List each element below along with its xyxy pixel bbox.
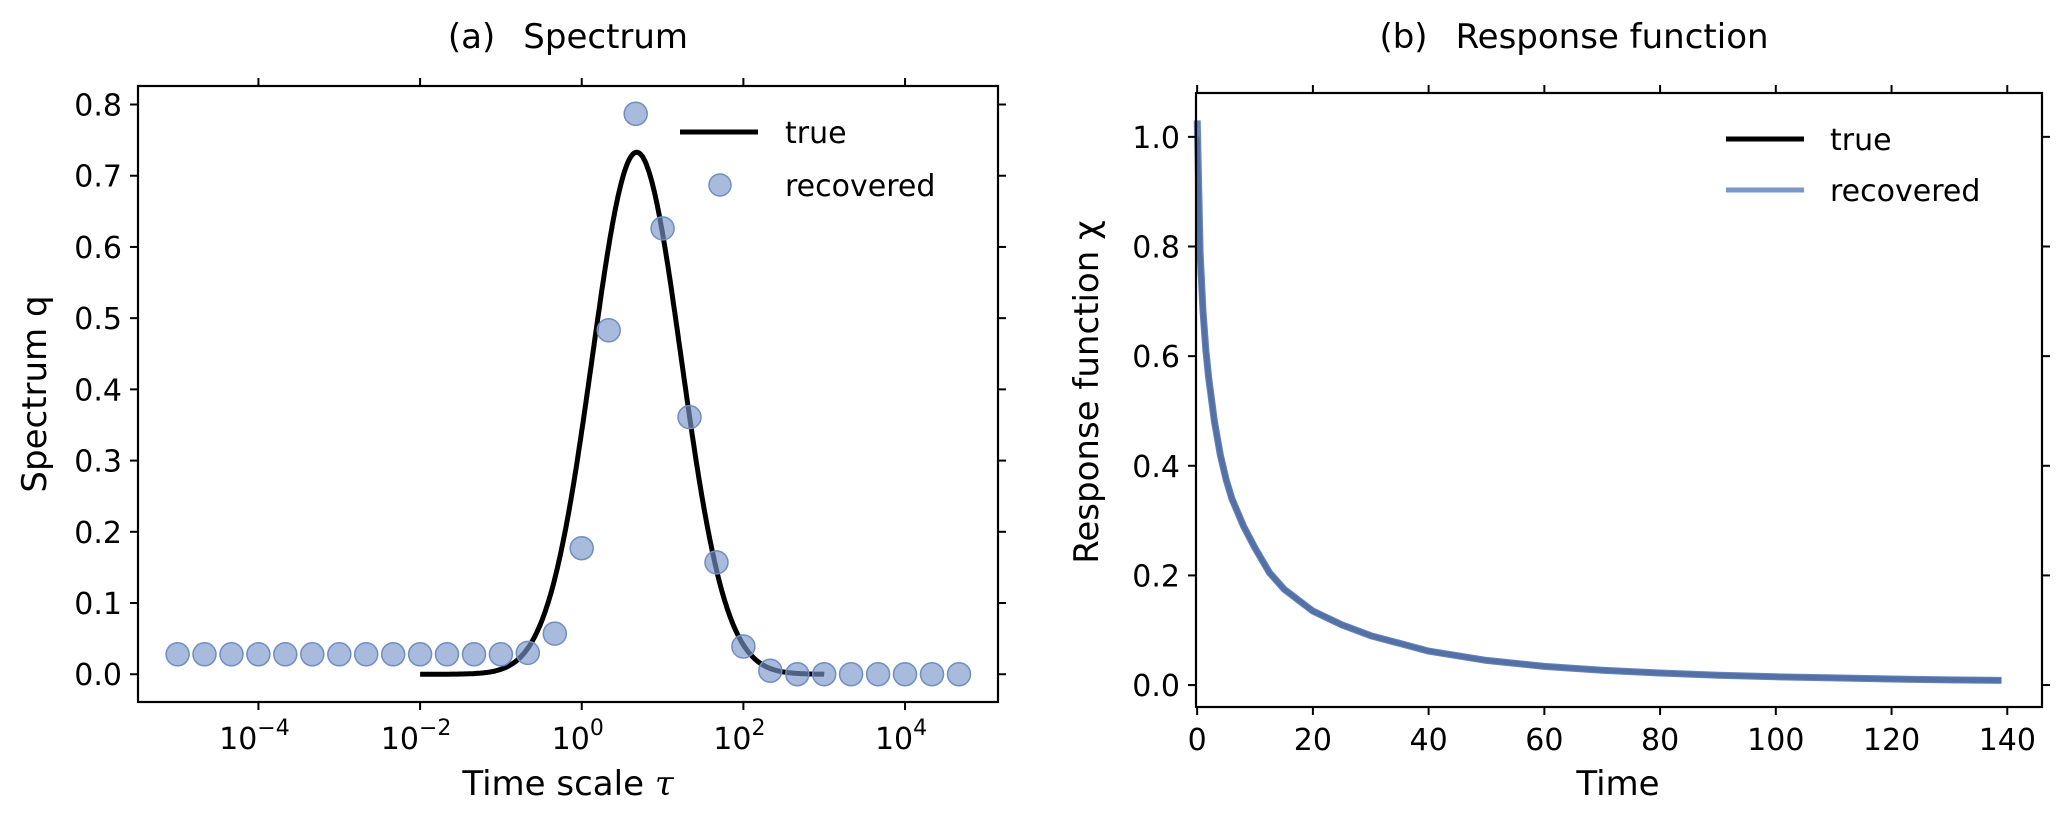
legend-true-label: true: [1830, 123, 1892, 158]
panel-b-frame: [1194, 91, 2044, 709]
panel-a-x-axis-symbol: τ: [655, 764, 675, 804]
panel-b-title: (b) Response function: [1379, 17, 1768, 57]
recovered-point: [219, 642, 244, 667]
recovered-point: [300, 642, 325, 667]
panel-a-legend: true recovered: [680, 116, 935, 204]
panel-b-plot-area: [1193, 120, 2002, 684]
recovered-point: [353, 642, 379, 667]
x-tick-label: 0: [1188, 723, 1207, 758]
x-tick-label: 20: [1294, 723, 1332, 758]
panel-a-plot-area: [165, 101, 972, 687]
panel-a-title: (a) Spectrum: [448, 17, 688, 57]
panel-a-y-axis-title: Spectrum q: [15, 295, 55, 492]
legend-recovered-marker-swatch: [708, 173, 732, 197]
x-tick-label: 102: [713, 716, 765, 757]
recovered-point: [542, 621, 568, 646]
y-tick-label: 0.2: [74, 516, 122, 551]
legend-recovered-label: recovered: [1830, 174, 1980, 209]
panel-a-x-ticks: 10−4 10−2 100 102 104: [219, 78, 927, 757]
panel-b-label: (b): [1379, 17, 1427, 57]
y-tick-label: 0.0: [1132, 669, 1180, 704]
x-tick-label: 100: [1747, 723, 1804, 758]
panel-b-title-text: Response function: [1456, 17, 1769, 57]
x-tick-label: 80: [1641, 723, 1679, 758]
y-tick-label: 0.4: [1132, 450, 1180, 485]
recovered-point: [623, 101, 648, 127]
recovered-point: [892, 661, 918, 687]
x-tick-label: 100: [552, 716, 604, 757]
y-tick-label: 0.6: [1132, 340, 1180, 375]
panel-a-x-axis-title: Time scale τ: [461, 764, 674, 804]
recovered-point: [650, 216, 675, 241]
recovered-point: [946, 661, 972, 687]
recovered-point: [246, 642, 271, 667]
panel-response-function: (b) Response function 0 20 40 60 80 100 120 140 …: [1067, 17, 2050, 804]
x-tick-label: 104: [875, 716, 927, 757]
x-tick-label: 10−4: [219, 716, 290, 757]
y-tick-label: 0.3: [74, 445, 122, 480]
recovered-point: [865, 661, 891, 687]
x-tick-label: 120: [1863, 723, 1920, 758]
y-tick-label: 0.4: [74, 373, 122, 408]
recovered-point: [327, 642, 352, 667]
x-tick-label: 140: [1979, 723, 2036, 758]
series-true-line: [1194, 136, 2002, 683]
recovered-point: [488, 642, 514, 667]
recovered-point: [273, 642, 298, 667]
panel-b-y-ticks: 0.0 0.2 0.4 0.6 0.8 1.0: [1132, 121, 2050, 704]
legend-recovered-label: recovered: [785, 169, 935, 204]
recovered-point: [434, 642, 460, 667]
x-tick-label: 60: [1525, 723, 1563, 758]
panel-b-y-axis-title: Response function χ: [1067, 220, 1107, 563]
recovered-point: [838, 661, 864, 687]
x-tick-label: 10−2: [381, 716, 452, 757]
panel-b-x-axis-title: Time: [1575, 764, 1659, 804]
panel-b-legend: true recovered: [1726, 123, 1980, 209]
y-tick-label: 0.2: [1132, 559, 1180, 594]
recovered-point: [731, 634, 756, 659]
recovered-point: [919, 661, 945, 687]
panel-a-y-ticks: 0.0 0.1 0.2 0.3 0.4 0.5 0.6 0.7 0.8: [74, 89, 1006, 693]
y-tick-label: 0.8: [1132, 231, 1180, 266]
panel-a-label: (a): [448, 17, 495, 57]
x-tick-label: 40: [1410, 723, 1448, 758]
recovered-point: [596, 318, 621, 343]
panel-a-x-axis-title-text: Time scale: [461, 764, 644, 804]
legend-true-label: true: [785, 116, 847, 151]
y-tick-label: 0.1: [74, 587, 122, 622]
panel-b-x-ticks: 0 20 40 60 80 100 120 140: [1188, 85, 2036, 758]
series-recovered-line: [1193, 120, 2002, 684]
series-true-line: [418, 149, 826, 677]
y-tick-label: 1.0: [1132, 121, 1180, 156]
recovered-point: [677, 404, 702, 430]
panel-a-title-text: Spectrum: [523, 17, 688, 57]
y-tick-label: 0.6: [74, 231, 122, 266]
recovered-point: [811, 661, 837, 687]
recovered-point: [704, 550, 729, 575]
recovered-point: [569, 535, 594, 561]
recovered-point: [192, 642, 217, 667]
recovered-point: [165, 642, 190, 667]
recovered-point: [380, 642, 406, 667]
panel-spectrum: (a) Spectrum 10−4 10−2 100 102 104 0.00.10.20…: [15, 17, 1006, 804]
recovered-point: [515, 640, 541, 666]
recovered-point: [461, 642, 487, 667]
y-tick-label: 0.8: [74, 89, 122, 124]
y-tick-label: 0.5: [74, 302, 122, 337]
y-tick-label: 0.0: [74, 658, 122, 693]
recovered-point: [758, 658, 783, 683]
y-tick-label: 0.7: [74, 160, 122, 195]
panel-a-frame: [136, 84, 1000, 704]
recovered-point: [407, 642, 433, 667]
recovered-point: [785, 661, 810, 687]
